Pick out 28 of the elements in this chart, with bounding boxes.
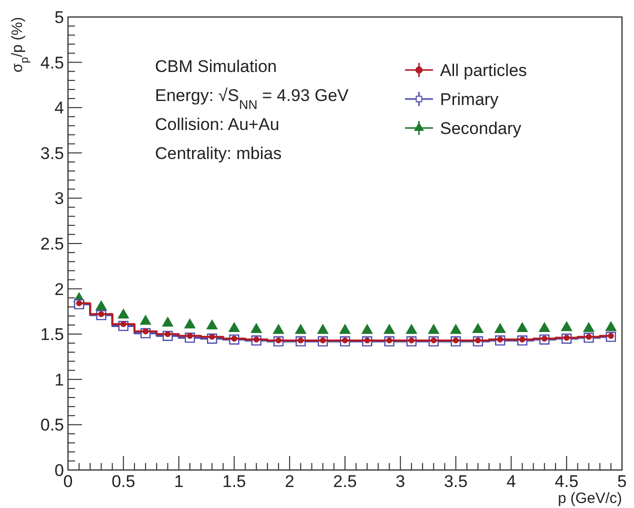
legend-label: All particles xyxy=(440,61,527,80)
y-tick-label: 5 xyxy=(54,8,64,27)
y-tick-label: 3 xyxy=(54,189,64,208)
y-tick-label: 4 xyxy=(54,98,64,118)
y-tick-label: 2 xyxy=(54,280,64,299)
x-tick-label: 4.5 xyxy=(554,472,578,491)
y-tick-label: 3.5 xyxy=(40,144,64,163)
x-tick-label: 1.5 xyxy=(222,472,246,491)
y-tick-label: 2.5 xyxy=(40,234,64,254)
x-tick-label: 0.5 xyxy=(112,472,136,491)
x-tick-label: 4 xyxy=(506,472,516,491)
annotation: Energy: √S$_{NN}$ = 4.93 GeV xyxy=(155,86,350,112)
x-tick-label: 1 xyxy=(174,472,184,491)
annotation: CBM Simulation xyxy=(155,57,277,76)
x-axis-title: p (GeV/c) xyxy=(558,490,622,507)
annotation: Centrality: mbias xyxy=(155,144,282,163)
y-tick-label: 1 xyxy=(54,370,64,390)
annotation: Collision: Au+Au xyxy=(155,115,280,134)
legend-label: Primary xyxy=(440,90,500,109)
legend-label: Secondary xyxy=(440,119,522,138)
x-tick-label: 3.5 xyxy=(444,472,468,491)
x-tick-label: 5 xyxy=(617,472,627,491)
y-tick-label: 4.5 xyxy=(40,53,64,72)
y-tick-label: 1.5 xyxy=(40,325,64,344)
x-tick-label: 2 xyxy=(284,472,294,491)
x-tick-label: 2.5 xyxy=(333,472,357,491)
x-tick-label: 3 xyxy=(396,472,406,491)
y-tick-label: 0.5 xyxy=(40,416,64,435)
